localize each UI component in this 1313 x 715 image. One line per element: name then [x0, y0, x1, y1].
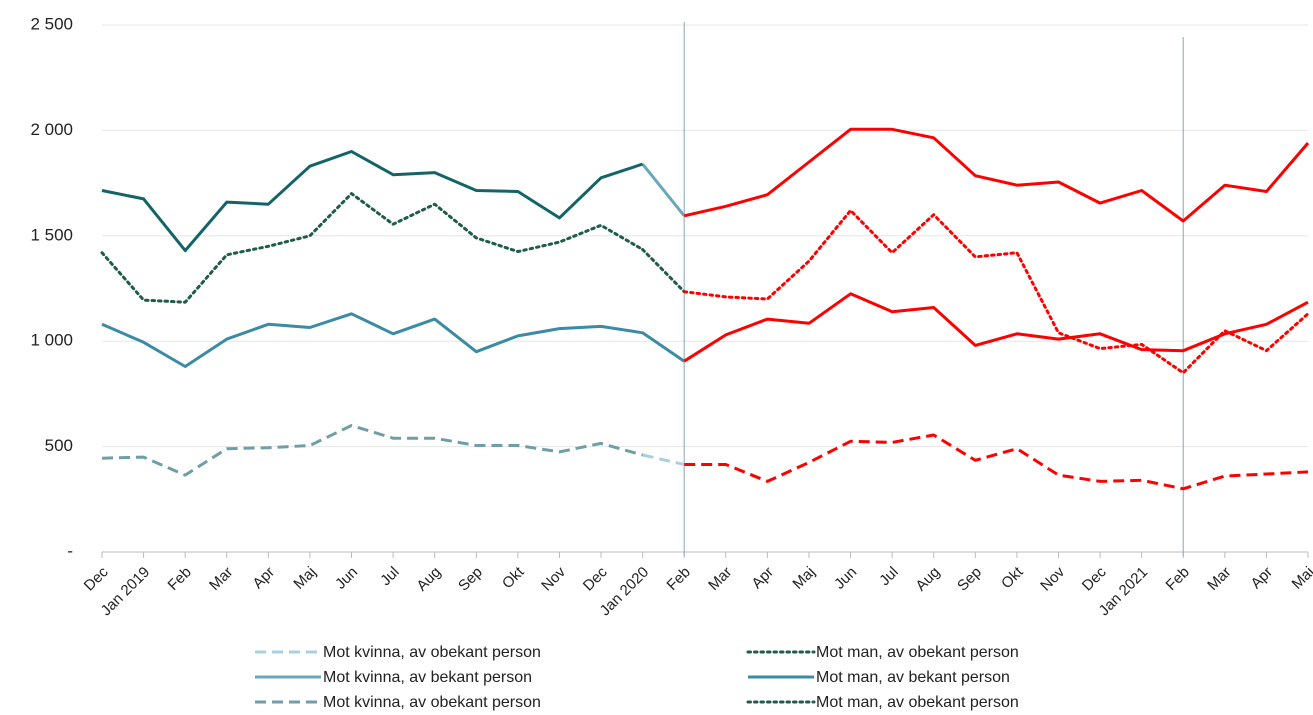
- x-tick-label: Sep: [954, 564, 985, 595]
- series-line: [101, 424, 644, 477]
- series-line: [683, 292, 1309, 363]
- x-tick-label: Feb: [664, 564, 694, 594]
- x-tick-label: Sep: [455, 564, 486, 595]
- y-tick-label: 500: [45, 436, 73, 455]
- x-tick-label: Jun: [332, 564, 361, 593]
- x-tick-label: Feb: [1163, 564, 1193, 594]
- y-tick-label: 1 500: [30, 225, 73, 244]
- x-tick-label: Aug: [912, 564, 943, 595]
- series-line: [642, 453, 685, 466]
- legend-label: Mot kvinna, av bekant person: [323, 669, 532, 686]
- x-tick-label: Jul: [377, 564, 403, 590]
- x-tick-label: Dec: [1079, 563, 1110, 594]
- x-tick-label: Apr: [249, 564, 278, 593]
- y-tick-label: 1 000: [30, 331, 73, 350]
- series-line: [100, 192, 645, 304]
- legend-label: Mot man, av bekant person: [816, 669, 1010, 686]
- series-line: [682, 209, 1310, 375]
- x-tick-label: Okt: [499, 563, 528, 592]
- series-line: [101, 312, 686, 368]
- x-tick-label: Dec: [81, 563, 112, 594]
- y-tick-label: 2 000: [30, 120, 73, 139]
- y-tick-label: -: [67, 541, 73, 560]
- x-tick-label: Jul: [876, 564, 902, 590]
- x-tick-label: Mar: [705, 564, 735, 594]
- x-tick-label: Maj: [1289, 564, 1313, 593]
- legend-label: Mot kvinna, av obekant person: [323, 694, 541, 711]
- series-line: [641, 248, 686, 294]
- series-line: [684, 433, 1309, 491]
- series-line: [683, 127, 1310, 223]
- x-tick-label: Apr: [1248, 564, 1277, 593]
- legend-label: Mot man, av obekant person: [816, 644, 1019, 661]
- x-tick-label: Apr: [748, 564, 777, 593]
- x-tick-label: Okt: [998, 563, 1027, 592]
- y-tick-label: 2 500: [30, 14, 73, 33]
- x-tick-label: Jun: [831, 564, 860, 593]
- x-tick-label: Dec: [580, 563, 611, 594]
- series-line: [641, 163, 686, 217]
- series-line: [101, 150, 644, 253]
- x-tick-label: Mar: [206, 564, 236, 594]
- x-tick-label: Mar: [1204, 564, 1234, 594]
- x-tick-label: Nov: [538, 563, 569, 594]
- x-tick-label: Nov: [1037, 563, 1068, 594]
- x-tick-label: Aug: [413, 564, 444, 595]
- legend-label: Mot kvinna, av obekant person: [323, 644, 541, 661]
- x-tick-label: Maj: [789, 564, 818, 593]
- legend-label: Mot man, av obekant person: [816, 694, 1019, 711]
- x-tick-label: Feb: [165, 564, 195, 594]
- x-tick-label: Maj: [290, 564, 319, 593]
